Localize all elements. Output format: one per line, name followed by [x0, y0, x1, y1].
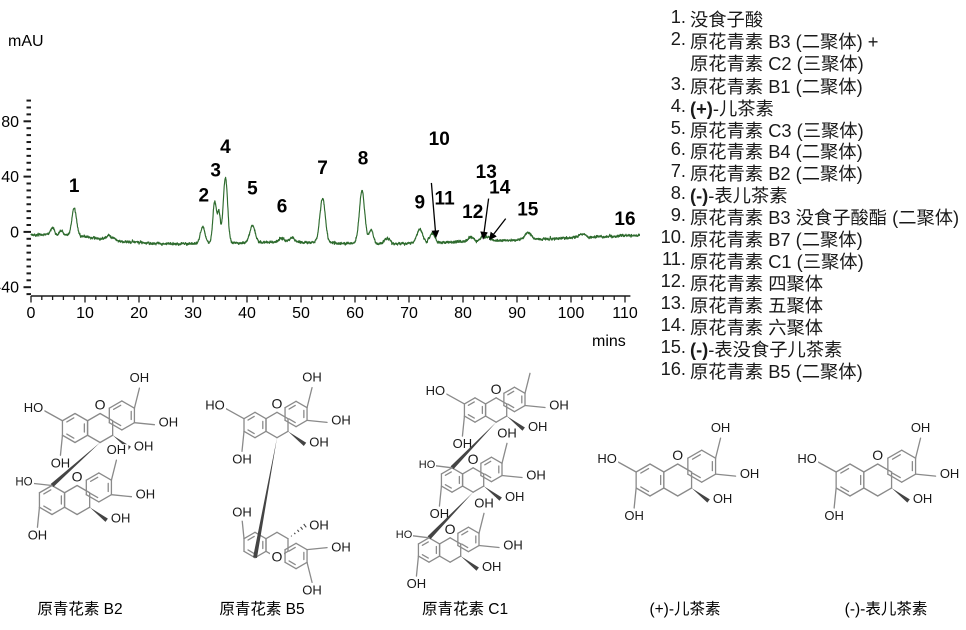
svg-text:8: 8 — [358, 148, 369, 169]
svg-text:OH: OH — [713, 491, 733, 506]
svg-text:OH: OH — [130, 370, 150, 385]
svg-text:OH: OH — [51, 455, 71, 470]
svg-text:OH: OH — [232, 451, 252, 466]
svg-text:11: 11 — [435, 188, 456, 209]
svg-text:OH: OH — [302, 582, 322, 597]
svg-text:HO: HO — [597, 451, 617, 466]
svg-text:OH: OH — [309, 434, 329, 449]
svg-text:OH: OH — [474, 495, 494, 510]
svg-text:OH: OH — [482, 559, 502, 574]
svg-text:原青花素 B2: 原青花素 B2 — [37, 600, 122, 618]
svg-text:HO: HO — [24, 400, 44, 415]
svg-text:OH: OH — [824, 508, 844, 523]
svg-text:OH: OH — [503, 538, 523, 553]
svg-text:110: 110 — [612, 305, 638, 322]
svg-text:16: 16 — [614, 209, 635, 230]
svg-text:14: 14 — [489, 177, 511, 198]
svg-text:HO: HO — [396, 529, 413, 541]
svg-text:9: 9 — [415, 193, 426, 214]
svg-text:O: O — [872, 447, 883, 463]
svg-text:OH: OH — [913, 491, 933, 506]
svg-text:OH: OH — [28, 527, 48, 542]
svg-text:12: 12 — [462, 202, 483, 223]
svg-text:O: O — [72, 469, 83, 485]
svg-text:80: 80 — [454, 305, 472, 322]
svg-text:10: 10 — [429, 129, 450, 150]
svg-text:OH: OH — [159, 415, 179, 430]
svg-text:OH: OH — [331, 412, 351, 427]
svg-text:OH: OH — [111, 510, 131, 525]
svg-text:OH: OH — [549, 398, 569, 413]
svg-text:HO: HO — [205, 398, 225, 413]
svg-text:O: O — [272, 549, 283, 565]
svg-text:OH: OH — [136, 487, 156, 502]
svg-text:OH: OH — [711, 420, 731, 435]
svg-text:HO: HO — [15, 477, 32, 489]
svg-text:OH: OH — [232, 505, 252, 520]
svg-text:原青花素 B5: 原青花素 B5 — [219, 600, 304, 618]
svg-text:OH: OH — [940, 466, 960, 481]
svg-text:OH: OH — [107, 442, 127, 457]
svg-text:HO: HO — [797, 451, 817, 466]
svg-text:O: O — [445, 521, 456, 537]
svg-text:OH: OH — [740, 466, 760, 481]
svg-text:60: 60 — [346, 305, 364, 322]
svg-text:OH: OH — [624, 508, 644, 523]
svg-text:OH: OH — [309, 518, 329, 533]
svg-text:OH: OH — [407, 576, 427, 591]
svg-text:HO: HO — [419, 459, 436, 471]
svg-text:90: 90 — [508, 305, 526, 322]
svg-text:O: O — [491, 381, 502, 397]
svg-text:O: O — [272, 395, 283, 411]
svg-text:(-)-表儿茶素: (-)-表儿茶素 — [845, 600, 928, 618]
svg-text:原青花素 C1: 原青花素 C1 — [422, 600, 508, 618]
svg-text:OH: OH — [526, 468, 546, 483]
svg-text:15: 15 — [517, 200, 539, 221]
svg-text:OH: OH — [505, 489, 525, 504]
svg-text:OH: OH — [331, 540, 351, 555]
svg-text:(+)-儿茶素: (+)-儿茶素 — [649, 600, 720, 618]
svg-text:100: 100 — [558, 305, 585, 322]
svg-text:O: O — [468, 451, 479, 467]
svg-text:O: O — [672, 447, 683, 463]
svg-text:OH: OH — [134, 438, 154, 453]
svg-text:OH: OH — [497, 425, 517, 440]
svg-text:O: O — [95, 397, 106, 413]
svg-text:OH: OH — [302, 370, 322, 385]
svg-text:OH: OH — [528, 419, 548, 434]
svg-text:OH: OH — [911, 420, 931, 435]
svg-text:HO: HO — [426, 383, 446, 398]
svg-text:70: 70 — [400, 305, 418, 322]
